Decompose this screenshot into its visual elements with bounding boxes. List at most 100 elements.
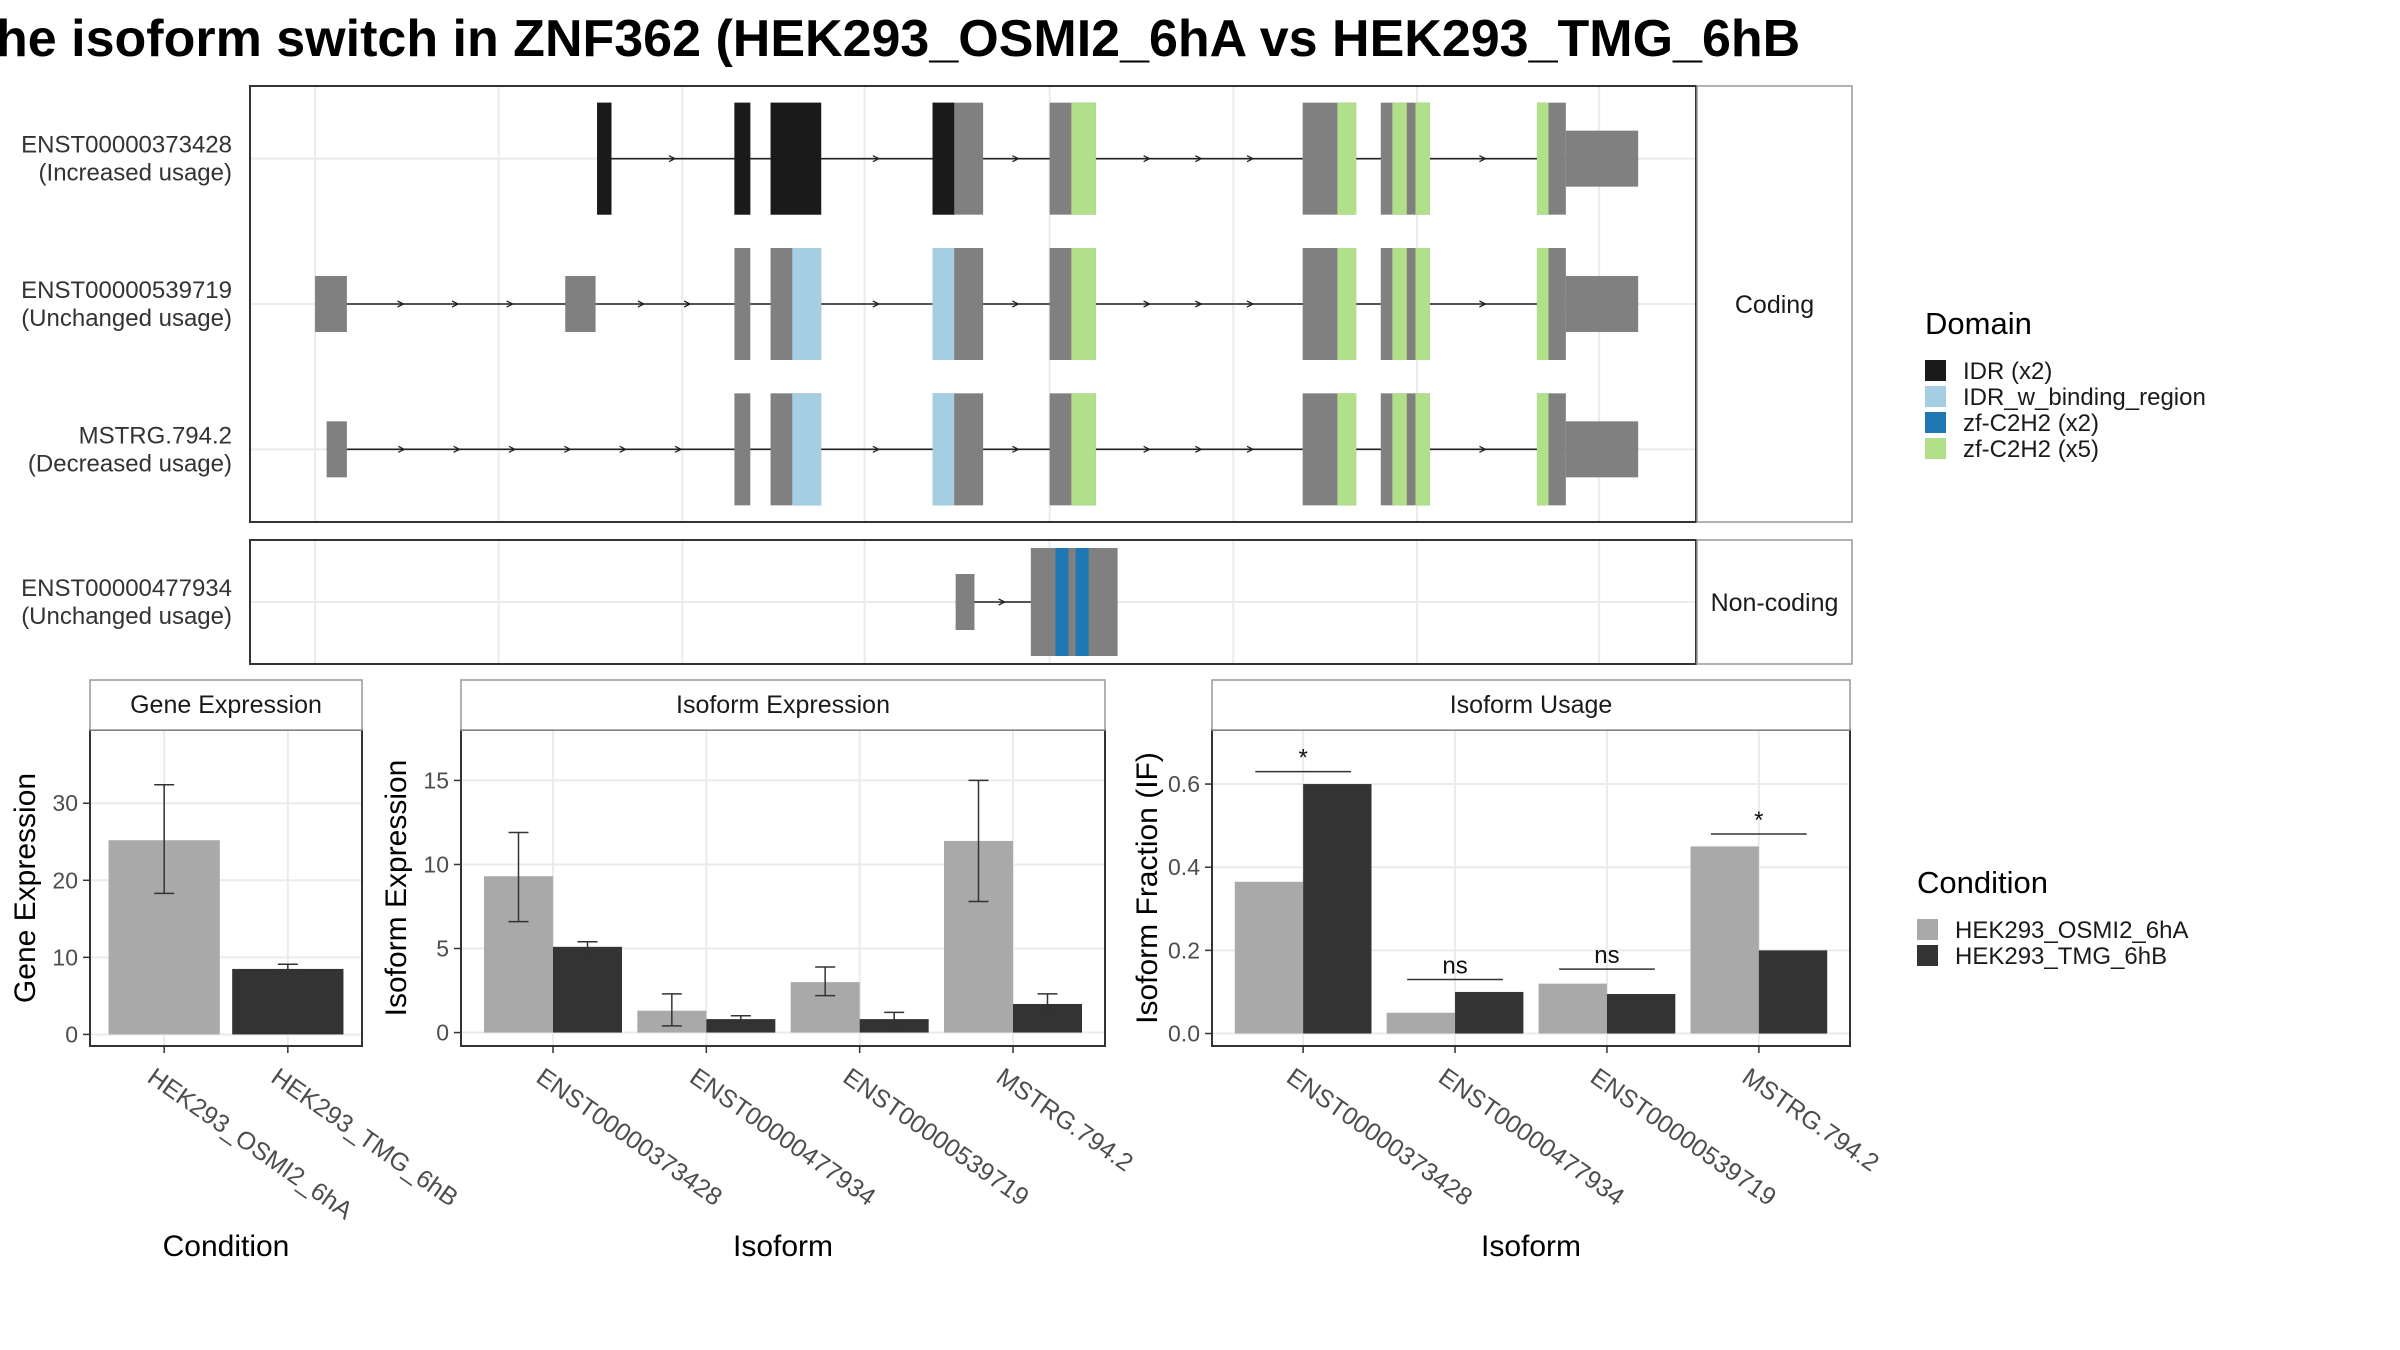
- protein-domain-block: [792, 393, 822, 506]
- protein-domain-block: [1055, 548, 1069, 656]
- protein-domain-block: [792, 248, 822, 360]
- transcript-panel-border: [249, 85, 1697, 523]
- transcript-panel-border: [249, 539, 1697, 665]
- y-tick-label: 15: [423, 767, 449, 793]
- panel-title: Isoform Expression: [676, 691, 890, 719]
- intron-arrow: [998, 598, 1007, 606]
- intron-arrow: [1246, 155, 1255, 163]
- exon-block: [1565, 421, 1639, 478]
- x-axis-title: Isoform: [1481, 1230, 1581, 1263]
- bar-panel-isoform-usage: *ns ns*Isoform Usage0.00.20.40.6ENST00000…: [1131, 679, 1884, 1263]
- bar: [1455, 991, 1524, 1034]
- intron-arrow: [872, 155, 881, 163]
- protein-domain-block: [1075, 548, 1089, 656]
- intron-arrow: [872, 445, 881, 453]
- y-tick-label: 0.0: [1168, 1021, 1200, 1047]
- figure-title: he isoform switch in ZNF362 (HEK293_OSMI…: [0, 10, 1800, 68]
- exon-block: [734, 393, 751, 506]
- intron-arrow: [453, 445, 462, 453]
- transcript-usage-label: (Decreased usage): [28, 450, 232, 477]
- transcript-usage-label: (Unchanged usage): [21, 305, 232, 332]
- legend-item-label: zf-C2H2 (x2): [1963, 410, 2099, 437]
- facet-strip: [1211, 679, 1851, 731]
- panel-title: Isoform Usage: [1450, 691, 1613, 719]
- protein-domain-block: [1071, 102, 1096, 215]
- protein-domain-block: [1392, 248, 1407, 360]
- intron-arrow: [1012, 300, 1020, 308]
- facet-strip: [1696, 539, 1853, 665]
- protein-domain-block: [1337, 393, 1357, 506]
- facet-strip-label: Non-coding: [1711, 589, 1839, 617]
- protein-domain-block: [1415, 102, 1430, 215]
- protein-domain-block: [1415, 393, 1430, 506]
- exon-block: [734, 248, 751, 360]
- intron-arrow: [1012, 155, 1020, 163]
- legend-swatch: [1925, 360, 1946, 381]
- exon-block: [1030, 548, 1118, 656]
- x-axis-title: Condition: [163, 1230, 290, 1263]
- bar: [1303, 784, 1372, 1034]
- exon-block: [315, 276, 347, 332]
- legend-swatch: [1925, 438, 1946, 459]
- intron-arrow: [1012, 445, 1020, 453]
- intron-arrow: [1246, 300, 1255, 308]
- y-tick-label: 0.4: [1168, 854, 1200, 880]
- x-axis-title: Isoform: [733, 1230, 833, 1263]
- bar: [1758, 950, 1828, 1034]
- bar: [1606, 994, 1676, 1034]
- intron-arrow: [1479, 300, 1487, 308]
- protein-domain-block: [770, 102, 822, 215]
- facet-strip: [89, 679, 363, 731]
- exon-block: [1565, 130, 1639, 187]
- y-tick-label: 0.6: [1168, 771, 1200, 797]
- x-tick-label: MSTRG.794.2: [991, 1063, 1138, 1178]
- protein-domain-block: [932, 393, 955, 506]
- protein-domain-block: [1071, 393, 1096, 506]
- protein-domain-block: [1536, 248, 1549, 360]
- y-tick-label: 30: [52, 790, 78, 816]
- facet-strip: [1696, 85, 1853, 523]
- protein-domain-block: [1392, 393, 1407, 506]
- transcript-group-non-coding: ENST00000477934(Unchanged usage) Non-codi…: [21, 539, 1853, 665]
- legend-item-label: zf-C2H2 (x5): [1963, 436, 2099, 463]
- bar: [1234, 881, 1304, 1034]
- exon-block: [955, 574, 975, 630]
- y-axis-title: Isoform Expression: [380, 760, 413, 1017]
- x-tick-label: HEK293_OSMI2_6hA: [142, 1063, 358, 1226]
- protein-domain-block: [932, 102, 955, 215]
- intron-arrow: [1195, 300, 1203, 308]
- y-tick-label: 0: [65, 1021, 78, 1047]
- legend-swatch: [1925, 386, 1946, 407]
- intron-arrow: [1479, 445, 1487, 453]
- bar: [232, 968, 344, 1035]
- legend-swatch: [1925, 412, 1946, 433]
- protein-domain-block: [1071, 248, 1096, 360]
- transcript-id-label: MSTRG.794.2: [79, 422, 232, 449]
- bar: [1690, 846, 1759, 1034]
- protein-domain-block: [932, 248, 955, 360]
- protein-domain-block: [734, 102, 751, 215]
- intron-arrow: [674, 445, 683, 453]
- intron-arrow: [1195, 445, 1203, 453]
- intron-arrow: [668, 155, 677, 163]
- intron-arrow: [637, 300, 646, 308]
- intron-arrow: [683, 300, 692, 308]
- y-tick-label: 20: [52, 867, 78, 893]
- significance-label: *: [1754, 807, 1763, 834]
- protein-domain-block: [1415, 248, 1430, 360]
- legend-item-label: HEK293_TMG_6hB: [1955, 943, 2167, 970]
- protein-domain-block: [1337, 248, 1357, 360]
- y-tick-label: 10: [52, 944, 78, 970]
- intron-arrow: [872, 300, 881, 308]
- legend-swatch: [1917, 945, 1938, 966]
- bar: [1386, 1012, 1456, 1034]
- transcript-usage-label: (Unchanged usage): [21, 603, 232, 630]
- protein-domain-block: [597, 102, 612, 215]
- transcript-group-coding: ENST00000373428(Increased usage) ENST0000…: [21, 85, 1853, 523]
- intron-arrow: [508, 445, 517, 453]
- transcript-id-label: ENST00000373428: [21, 132, 232, 159]
